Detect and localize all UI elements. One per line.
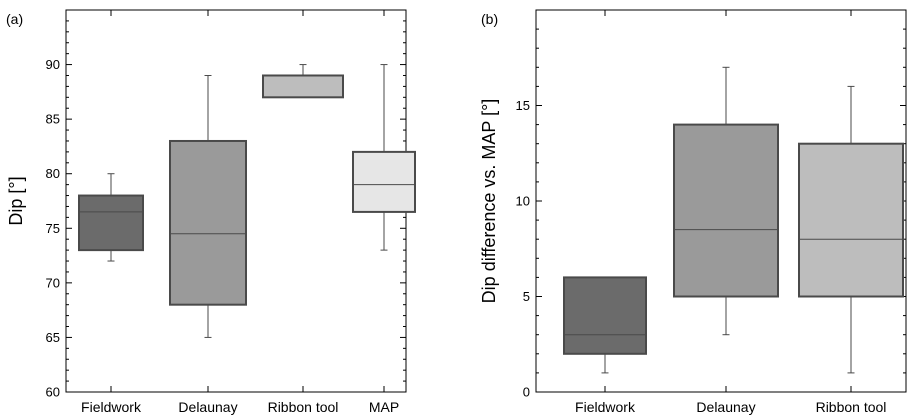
y-tick-label: 5 bbox=[523, 289, 530, 304]
x-category-label: Delaunay bbox=[696, 399, 755, 415]
y-axis-title: Dip [°] bbox=[6, 176, 26, 225]
panel-label: (a) bbox=[6, 11, 23, 27]
box-fieldwork bbox=[563, 276, 647, 374]
box-delaunay bbox=[169, 74, 247, 338]
box-fieldwork bbox=[78, 173, 144, 262]
x-category-label: MAP bbox=[369, 399, 399, 415]
panel-b: 0 5 10 15 Fieldwork Delaunay Ribbon tool Dip di… bbox=[479, 9, 907, 415]
iqr-box bbox=[262, 74, 344, 99]
y-tick-label: 70 bbox=[46, 275, 60, 290]
y-axis-title: Dip difference vs. MAP [°] bbox=[479, 99, 499, 304]
y-tick-label: 65 bbox=[46, 330, 60, 345]
x-category-label: Ribbon tool bbox=[268, 399, 339, 415]
iqr-box bbox=[169, 139, 247, 306]
box-ribbon-tool bbox=[262, 64, 344, 99]
y-tick-label: 85 bbox=[46, 112, 60, 127]
x-category-label: Fieldwork bbox=[81, 399, 142, 415]
y-tick-label: 10 bbox=[516, 194, 530, 209]
y-tick-label: 15 bbox=[516, 98, 530, 113]
panel-a: 60 65 70 75 80 85 90 Fieldwork Delaunay Ribbon to… bbox=[6, 9, 416, 415]
y-tick-label: 80 bbox=[46, 166, 60, 181]
iqr-box bbox=[352, 150, 416, 213]
x-category-label: Fieldwork bbox=[575, 399, 636, 415]
y-tick-label: 75 bbox=[46, 221, 60, 236]
x-category-label: Ribbon tool bbox=[816, 399, 887, 415]
iqr-box bbox=[798, 142, 904, 298]
panel-label: (b) bbox=[481, 11, 498, 27]
box-ribbon-tool bbox=[798, 85, 904, 374]
iqr-box bbox=[673, 123, 779, 298]
y-tick-label: 60 bbox=[46, 385, 60, 400]
box-delaunay bbox=[673, 66, 779, 336]
iqr-box bbox=[78, 194, 144, 252]
box-map bbox=[352, 64, 416, 251]
x-category-label: Delaunay bbox=[178, 399, 237, 415]
y-tick-label: 0 bbox=[523, 385, 530, 400]
y-tick-label: 90 bbox=[46, 57, 60, 72]
iqr-box bbox=[563, 276, 647, 355]
